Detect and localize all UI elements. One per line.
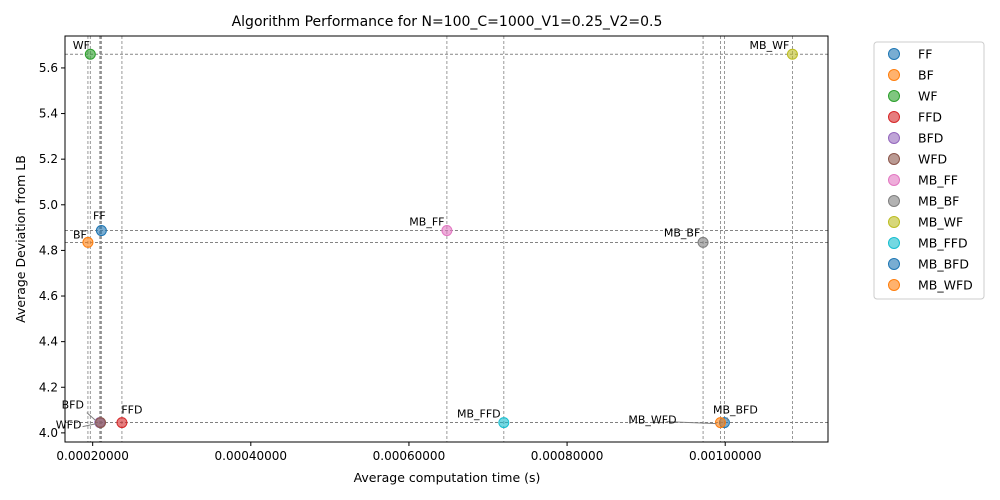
point-mb_wf	[786, 48, 798, 60]
y-tick-label: 4.2	[39, 380, 58, 394]
x-axis-label: Average computation time (s)	[354, 470, 541, 485]
legend-label-ff: FF	[918, 47, 932, 62]
y-tick-label: 5.2	[39, 152, 58, 166]
x-tick-label: 0.00040000	[215, 449, 288, 463]
y-axis-ticks: 4.0 4.2 4.4 4.6 4.8 5.0 5.2 5.4 5.6	[39, 61, 65, 440]
chart-title: Algorithm Performance for N=100_C=1000_V…	[232, 14, 663, 30]
legend-label-mb_wfd: MB_WFD	[918, 278, 973, 293]
legend-label-bf: BF	[918, 68, 934, 83]
legend-label-wf: WF	[918, 89, 938, 104]
legend-label-mb_bfd: MB_BFD	[918, 257, 969, 272]
legend-marker-bf	[888, 69, 900, 81]
legend: FF BF WF FFD BFD WFD MB_FF MB_BF MB_WF MB_FFD MB_B…	[873, 41, 985, 300]
point-wfd	[95, 417, 107, 429]
legend-marker-mb_wf	[888, 216, 900, 228]
x-tick-label: 0.00060000	[373, 449, 446, 463]
y-tick-label: 5.6	[39, 61, 58, 75]
annotation-bfd: BFD	[62, 399, 84, 412]
legend-marker-ffd	[888, 111, 900, 123]
annotation-arrow-wfd	[82, 423, 97, 428]
y-axis-label: Average Deviation from LB	[13, 155, 28, 323]
y-tick-label: 5.0	[39, 198, 58, 212]
annotation-ffd: FFD	[121, 404, 142, 417]
legend-box	[873, 41, 985, 300]
legend-marker-bfd	[888, 132, 900, 144]
point-ffd	[116, 417, 128, 429]
legend-label-bfd: BFD	[918, 131, 943, 146]
annotation-ff: FF	[93, 210, 106, 223]
y-tick-label: 4.6	[39, 289, 58, 303]
x-axis-ticks: 0.00020000 0.00040000 0.00060000 0.00080000…	[56, 442, 761, 463]
point-annotations: FF BF WF FFD BFD WFD MB_FF MB_BF MB_WF MB_FFD MB_B…	[56, 39, 790, 431]
annotation-mb_ffd: MB_FFD	[457, 408, 501, 421]
legend-marker-wfd	[888, 153, 900, 165]
x-tick-label: 0.00080000	[531, 449, 604, 463]
annotation-mb_bf: MB_BF	[664, 226, 700, 239]
annotation-wf: WF	[73, 39, 90, 52]
legend-label-ffd: FFD	[918, 110, 942, 125]
legend-label-mb_wf: MB_WF	[918, 215, 963, 230]
point-mb_ffd	[498, 417, 510, 429]
point-ff	[95, 225, 107, 237]
y-tick-label: 4.8	[39, 243, 58, 257]
annotation-mb_bfd: MB_BFD	[713, 404, 758, 417]
data-points	[82, 48, 798, 429]
point-mb_wfd	[714, 417, 726, 429]
legend-marker-wf	[888, 90, 900, 102]
plot-frame	[64, 35, 829, 443]
legend-label-wfd: WFD	[918, 152, 947, 167]
point-wf	[84, 48, 96, 60]
y-tick-label: 4.4	[39, 335, 58, 349]
x-tick-label: 0.00100000	[689, 449, 762, 463]
legend-label-mb_bf: MB_BF	[918, 194, 959, 209]
y-tick-label: 5.4	[39, 107, 58, 121]
annotation-mb_wf: MB_WF	[750, 39, 790, 52]
x-tick-label: 0.00020000	[56, 449, 129, 463]
legend-label-mb_ff: MB_FF	[918, 173, 958, 188]
y-tick-label: 4.0	[39, 426, 58, 440]
legend-marker-mb_bfd	[888, 258, 900, 270]
annotation-arrow-mb_wfd	[666, 421, 717, 425]
legend-label-mb_ffd: MB_FFD	[918, 236, 968, 251]
point-bf	[82, 236, 94, 248]
annotation-mb_wfd: MB_WFD	[628, 414, 676, 427]
annotation-wfd: WFD	[56, 419, 82, 432]
point-mb_ff	[441, 225, 453, 237]
annotation-arrow-bfd	[86, 412, 97, 421]
legend-marker-mb_ffd	[888, 237, 900, 249]
legend-marker-mb_bf	[888, 195, 900, 207]
legend-marker-ff	[888, 48, 900, 60]
legend-marker-mb_wfd	[888, 279, 900, 291]
legend-items: FF BF WF FFD BFD WFD MB_FF MB_BF MB_WF MB_FFD MB_B…	[888, 47, 973, 293]
annotation-bf: BF	[73, 228, 87, 241]
point-mb_bf	[697, 236, 709, 248]
legend-marker-mb_ff	[888, 174, 900, 186]
reference-lines	[65, 36, 828, 442]
annotation-mb_ff: MB_FF	[409, 216, 444, 229]
